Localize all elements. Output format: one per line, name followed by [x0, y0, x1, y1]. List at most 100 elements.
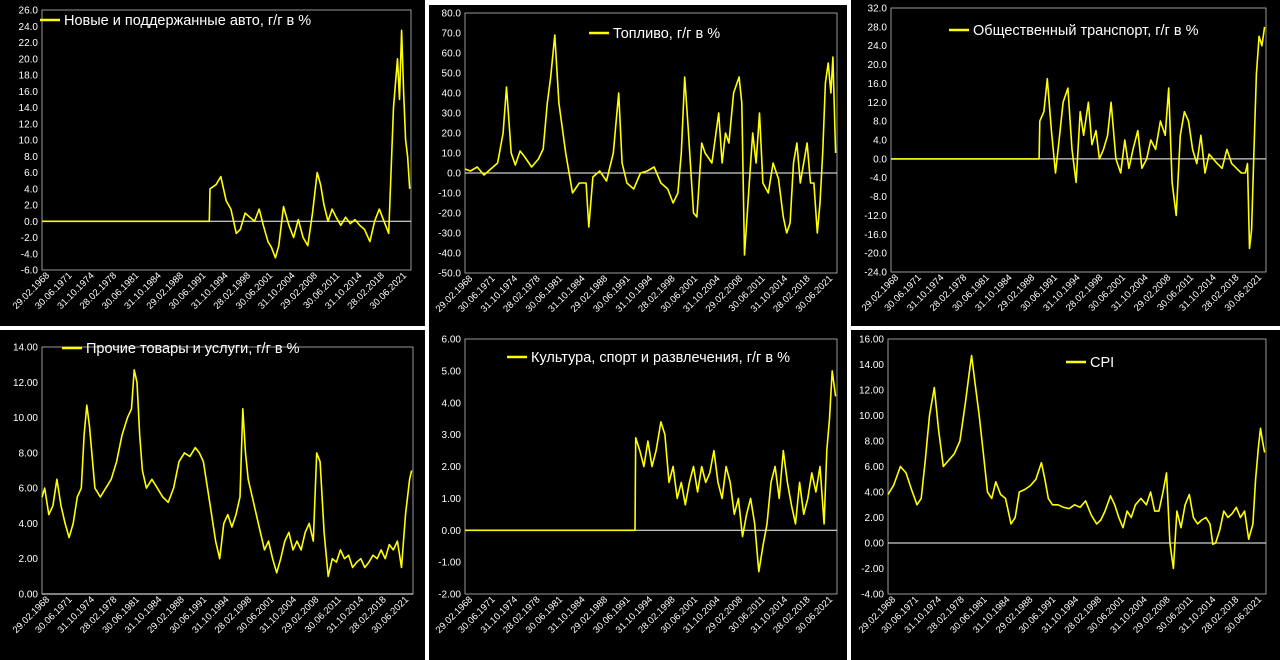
plot-area: [890, 7, 1267, 273]
y-tick-label: -8.0: [870, 192, 888, 203]
y-tick-label: 20.0: [19, 54, 39, 65]
y-tick-label: -2.00: [861, 564, 884, 575]
y-tick-label: 2.00: [442, 462, 462, 473]
y-tick-label: 26.0: [19, 6, 39, 17]
series-line: [465, 370, 837, 573]
chart-panel-new-used-cars: 26.0 24.0 22.0 20.0 18.0 16.0 14.0 12.0 10.0 8.0 6…: [0, 0, 425, 326]
y-tick-label: 12.0: [868, 98, 888, 109]
y-tick-label: 20.0: [442, 129, 462, 140]
chart-title: Прочие товары и услуги, г/г в %: [86, 341, 300, 357]
y-tick-label: 0.0: [447, 169, 461, 180]
chart-panel-public-transport: 32.0 28.0 24.0 20.0 16.0 12.0 8.0 4.0 0.0 -4.0 -8.…: [851, 0, 1280, 326]
chart-panel-culture-sport-leisure: 6.00 5.00 4.00 3.00 2.00 1.00 0.00 -1.00 -2.00 29…: [429, 330, 847, 660]
y-tick-label: 5.00: [442, 366, 462, 377]
chart-svg: 80.0 70.0 60.0 50.0 40.0 30.0 20.0 10.0 0.0 -10.0…: [434, 9, 838, 315]
y-tick-label: -6.0: [21, 266, 39, 277]
plot-area: [464, 338, 838, 595]
y-tick-label: 4.00: [442, 398, 462, 409]
y-tick-label: -20.0: [438, 209, 461, 220]
y-tick-label: 8.00: [19, 448, 39, 459]
chart-title: Новые и поддержанные авто, г/г в %: [64, 13, 311, 29]
series-line: [42, 29, 411, 259]
chart-svg: 26.0 24.0 22.0 20.0 18.0 16.0 14.0 12.0 10.0 8.0 6…: [11, 6, 412, 312]
y-tick-label: 60.0: [442, 49, 462, 60]
y-tick-label: 10.0: [19, 136, 39, 147]
y-tick-label: -40.0: [438, 249, 461, 260]
y-tick-label: 24.0: [868, 41, 888, 52]
series-line: [464, 34, 837, 256]
chart-svg: 32.0 28.0 24.0 20.0 16.0 12.0 8.0 4.0 0.0 -4.0 -8.…: [860, 4, 1267, 314]
y-tick-label: 22.0: [19, 38, 39, 49]
y-tick-label: 8.0: [24, 152, 38, 163]
plot-area: [41, 346, 414, 595]
chart-panel-fuel: 80.0 70.0 60.0 50.0 40.0 30.0 20.0 10.0 0.0 -10.0…: [429, 5, 847, 330]
y-tick-label: -16.0: [864, 230, 887, 241]
y-tick-label: 40.0: [442, 89, 462, 100]
y-tick-label: -50.0: [438, 269, 461, 280]
y-tick-label: 12.00: [859, 386, 884, 397]
y-tick-label: 2.0: [24, 201, 38, 212]
y-tick-label: 0.0: [24, 217, 38, 228]
y-tick-label: 4.0: [24, 184, 38, 195]
y-tick-label: 8.00: [865, 437, 885, 448]
y-tick-label: 2.00: [19, 554, 39, 565]
y-tick-label: 14.00: [859, 360, 884, 371]
y-tick-label: -4.00: [861, 590, 884, 601]
y-tick-label: 10.0: [442, 149, 462, 160]
y-tick-label: 12.00: [13, 378, 38, 389]
y-tick-label: -4.0: [21, 249, 39, 260]
y-tick-label: 1.00: [442, 494, 462, 505]
y-tick-label: 20.0: [868, 60, 888, 71]
y-tick-label: -4.0: [870, 173, 888, 184]
y-tick-label: 3.00: [442, 430, 462, 441]
y-tick-label: 16.0: [19, 87, 39, 98]
y-tick-label: 10.00: [13, 413, 38, 424]
y-tick-label: 12.0: [19, 119, 39, 130]
y-tick-label: 70.0: [442, 29, 462, 40]
plot-area: [464, 12, 838, 274]
y-tick-label: 4.0: [873, 136, 887, 147]
y-tick-label: 14.0: [19, 103, 39, 114]
y-tick-label: 16.0: [868, 79, 888, 90]
chart-panel-cpi: 16.00 14.00 12.00 10.00 8.00 6.00 4.00 2.00 0.00…: [851, 330, 1280, 660]
y-tick-label: -10.0: [438, 189, 461, 200]
y-tick-label: 6.00: [442, 335, 462, 346]
y-tick-label: -2.0: [21, 233, 39, 244]
plot-area: [887, 338, 1267, 595]
y-tick-label: 0.00: [865, 539, 885, 550]
y-tick-label: -30.0: [438, 229, 461, 240]
y-tick-label: 32.0: [868, 4, 888, 15]
chart-svg: 6.005.004.003.002.001.000.00-1.00-2.0029…: [434, 335, 838, 636]
y-tick-label: 4.00: [865, 488, 885, 499]
y-tick-label: 4.00: [19, 519, 39, 530]
y-tick-label: -2.00: [438, 590, 461, 601]
y-tick-label: 28.0: [868, 22, 888, 33]
y-tick-label: 18.0: [19, 71, 39, 82]
y-tick-label: 6.00: [865, 462, 885, 473]
y-tick-label: 14.00: [13, 343, 38, 354]
y-tick-label: 0.00: [442, 526, 462, 537]
chart-panel-other-goods-services: 14.00 12.00 10.00 8.00 6.00 4.00 2.00 0.00 29.02…: [0, 330, 425, 660]
y-tick-label: -20.0: [864, 249, 887, 260]
series-line: [887, 354, 1266, 570]
y-tick-label: 30.0: [442, 109, 462, 120]
y-tick-label: -12.0: [864, 211, 887, 222]
y-tick-label: 16.00: [859, 335, 884, 346]
chart-title: Общественный транспорт, г/г в %: [973, 23, 1199, 39]
y-tick-label: 0.0: [873, 154, 887, 165]
series-line: [41, 369, 413, 578]
y-tick-label: 0.00: [19, 590, 39, 601]
chart-title: Культура, спорт и развлечения, г/г в %: [531, 350, 790, 366]
y-tick-label: 2.00: [865, 513, 885, 524]
y-tick-label: 80.0: [442, 9, 462, 20]
series-line: [891, 26, 1266, 250]
y-tick-label: -24.0: [864, 268, 887, 279]
y-tick-label: 6.0: [24, 168, 38, 179]
chart-title: Топливо, г/г в %: [613, 26, 720, 42]
y-tick-label: 10.00: [859, 411, 884, 422]
y-tick-label: 24.0: [19, 22, 39, 33]
y-tick-label: 50.0: [442, 69, 462, 80]
chart-svg: 16.00 14.00 12.00 10.00 8.00 6.00 4.00 2.00 0.00…: [857, 335, 1267, 636]
y-tick-label: 8.0: [873, 117, 887, 128]
chart-svg: 14.0012.0010.008.006.004.002.000.0029.02…: [11, 341, 414, 636]
